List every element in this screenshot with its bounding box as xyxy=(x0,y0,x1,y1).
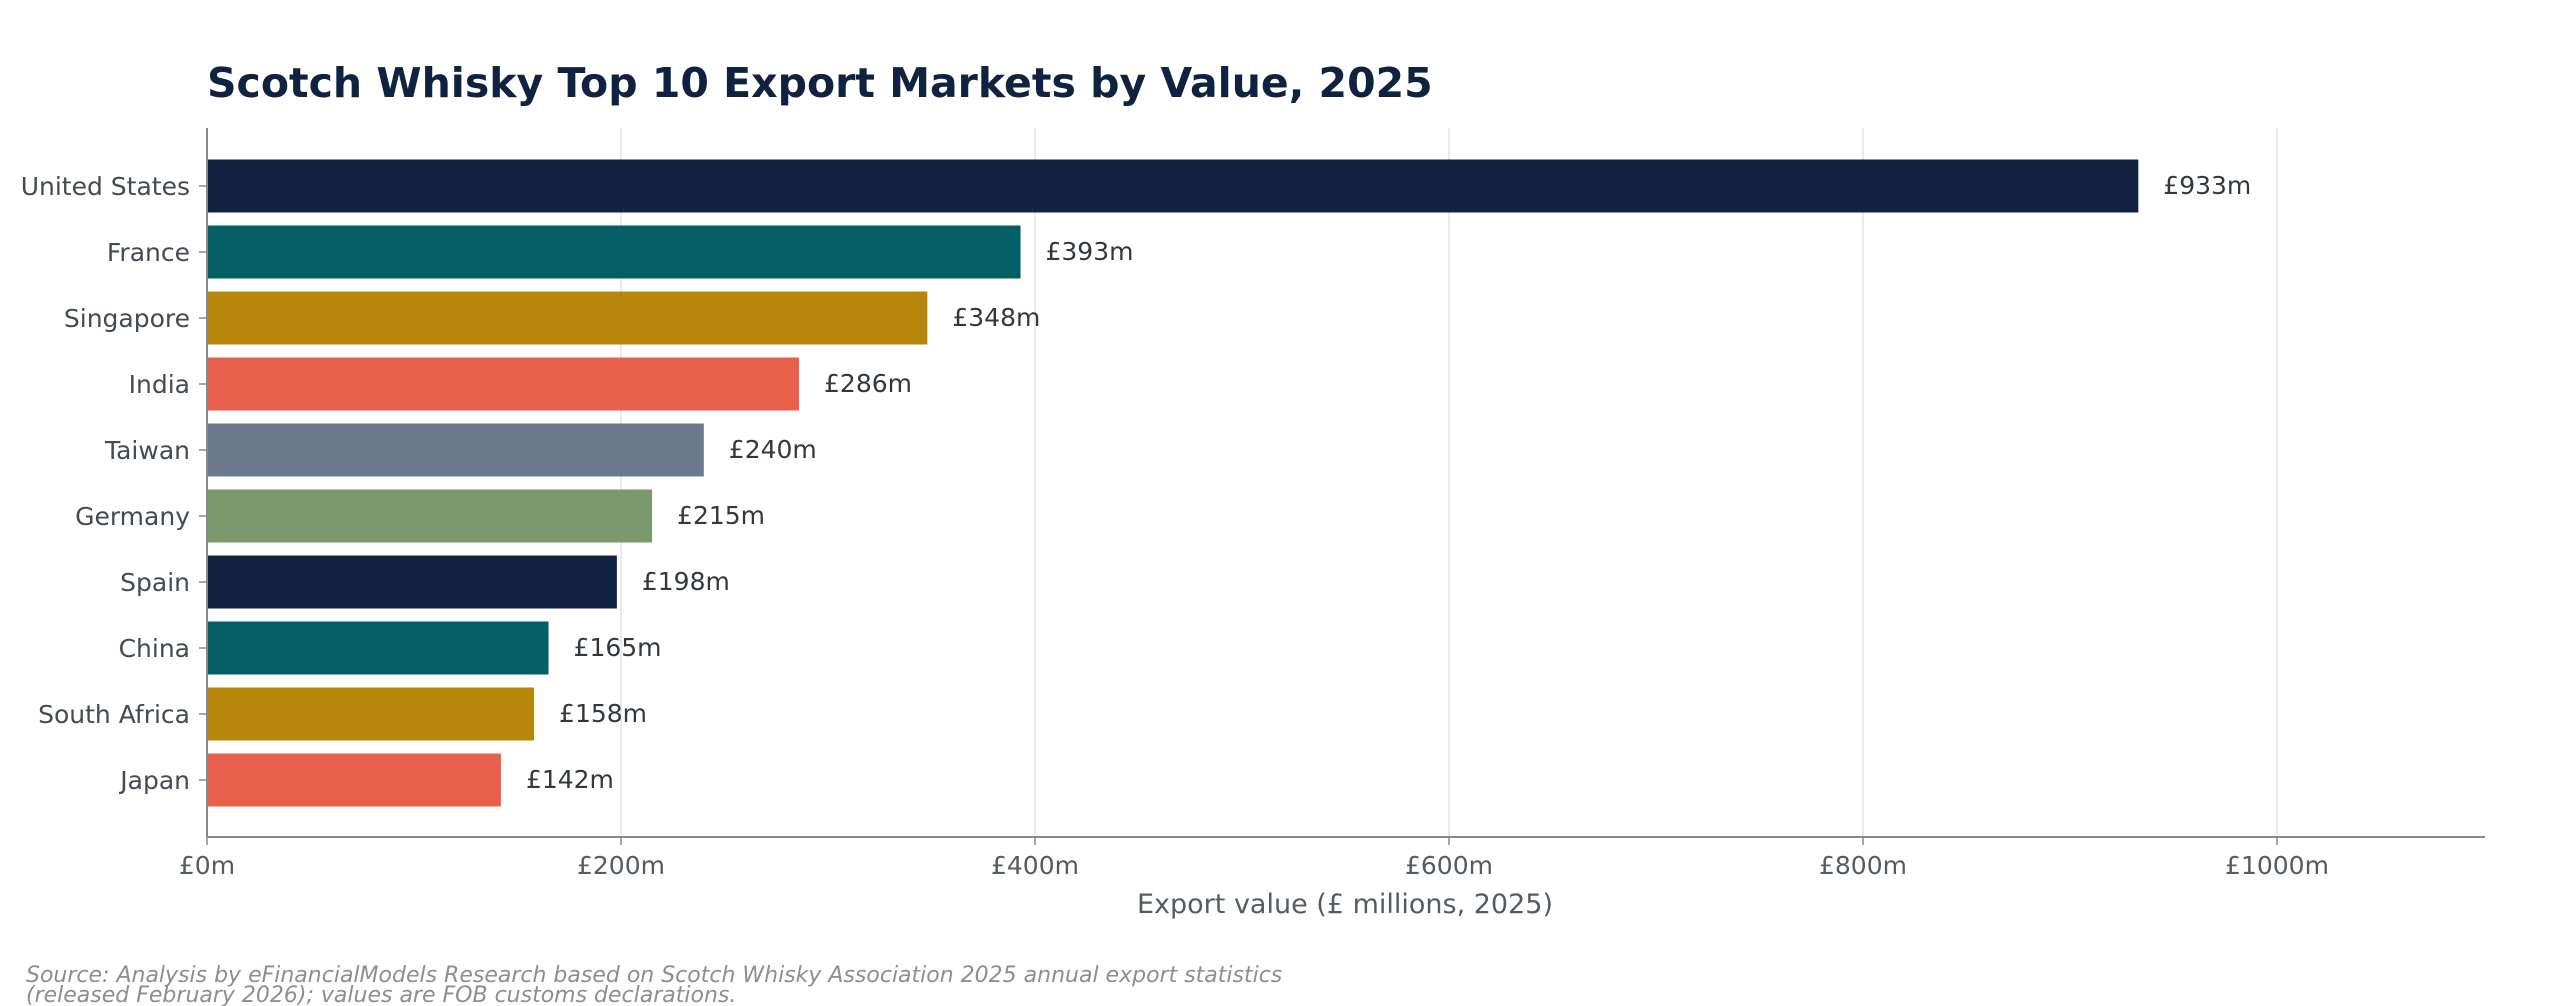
source-note-line-1: Source: Analysis by eFinancialModels Res… xyxy=(26,963,1282,988)
category-label: France xyxy=(107,238,190,267)
x-axis-title: Export value (£ millions, 2025) xyxy=(1137,889,1553,920)
bars: £933m £393m £348m £286m £240m £215m £198m £165m… xyxy=(207,159,2251,807)
bar-spain xyxy=(207,555,617,609)
bar-india xyxy=(207,357,800,411)
bar-taiwan xyxy=(207,423,704,477)
bar-south-africa xyxy=(207,687,535,741)
bar-singapore xyxy=(207,291,928,345)
bar-france xyxy=(207,225,1021,279)
grid-lines xyxy=(620,128,2278,837)
x-tick-label: £1000m xyxy=(2225,851,2329,880)
x-tick-label: £800m xyxy=(1819,851,1907,880)
category-label: China xyxy=(119,634,190,663)
x-tick-label: £0m xyxy=(179,851,235,880)
category-label: South Africa xyxy=(38,700,190,729)
bar-japan xyxy=(207,753,501,807)
chart-title: Scotch Whisky Top 10 Export Markets by V… xyxy=(207,59,1433,107)
data-label: £348m xyxy=(952,303,1040,332)
data-label: £393m xyxy=(1046,237,1134,266)
bar-china xyxy=(207,621,549,675)
bar-united-states xyxy=(207,159,2139,213)
category-label: United States xyxy=(21,172,190,201)
source-note-line-2: (released February 2026); values are FOB… xyxy=(26,983,736,1006)
axes: £0m £200m £400m £600m £800m £1000m United Stat… xyxy=(21,128,2485,880)
data-label: £215m xyxy=(677,501,765,530)
category-label: Germany xyxy=(75,502,190,531)
data-label: £158m xyxy=(559,699,647,728)
data-label: £286m xyxy=(824,369,912,398)
data-label: £142m xyxy=(526,765,614,794)
category-label: Japan xyxy=(118,766,190,795)
data-label: £240m xyxy=(729,435,817,464)
bar-germany xyxy=(207,489,653,543)
category-label: India xyxy=(129,370,190,399)
data-label: £165m xyxy=(574,633,662,662)
category-label: Spain xyxy=(120,568,190,597)
data-label: £933m xyxy=(2163,171,2251,200)
x-tick-label: £600m xyxy=(1405,851,1493,880)
category-label: Singapore xyxy=(64,304,190,333)
x-tick-label: £200m xyxy=(577,851,665,880)
x-tick-label: £400m xyxy=(991,851,1079,880)
category-label: Taiwan xyxy=(104,436,190,465)
data-label: £198m xyxy=(642,567,730,596)
